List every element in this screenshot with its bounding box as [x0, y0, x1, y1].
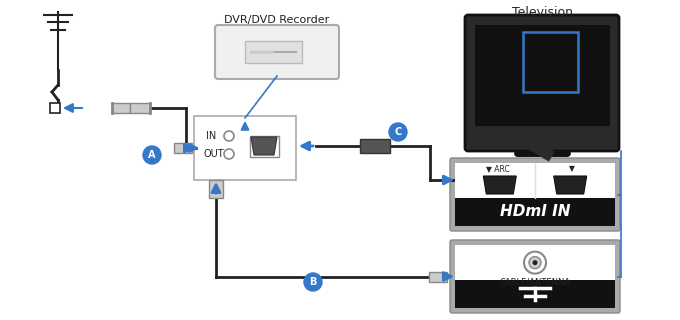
Text: CABLE/ANTENNA: CABLE/ANTENNA — [499, 278, 571, 287]
Text: A: A — [148, 150, 156, 160]
FancyBboxPatch shape — [475, 25, 609, 125]
FancyBboxPatch shape — [455, 198, 615, 226]
Circle shape — [304, 273, 322, 291]
FancyBboxPatch shape — [450, 240, 620, 313]
FancyBboxPatch shape — [429, 271, 447, 282]
FancyBboxPatch shape — [130, 103, 150, 113]
FancyBboxPatch shape — [194, 116, 296, 180]
Circle shape — [224, 149, 234, 159]
FancyBboxPatch shape — [209, 180, 223, 198]
FancyBboxPatch shape — [455, 280, 615, 308]
FancyBboxPatch shape — [174, 143, 192, 153]
Text: C: C — [394, 127, 402, 137]
Text: B: B — [309, 277, 317, 287]
FancyBboxPatch shape — [215, 25, 339, 79]
FancyBboxPatch shape — [50, 103, 60, 113]
Polygon shape — [483, 176, 516, 194]
Text: IN: IN — [206, 131, 216, 141]
FancyBboxPatch shape — [360, 139, 390, 153]
FancyBboxPatch shape — [245, 41, 302, 63]
Circle shape — [532, 260, 537, 265]
Text: Television: Television — [511, 5, 573, 19]
Circle shape — [529, 257, 541, 268]
Text: HDmI IN: HDmI IN — [500, 204, 571, 219]
FancyBboxPatch shape — [112, 103, 130, 113]
FancyBboxPatch shape — [465, 15, 619, 151]
Polygon shape — [251, 137, 277, 155]
Text: ▼: ▼ — [569, 164, 575, 173]
Circle shape — [224, 131, 234, 141]
Text: OUT: OUT — [203, 149, 224, 159]
Circle shape — [389, 123, 407, 141]
Text: ▼ ARC: ▼ ARC — [486, 164, 510, 173]
FancyBboxPatch shape — [455, 245, 615, 280]
Circle shape — [143, 146, 161, 164]
FancyBboxPatch shape — [450, 158, 620, 231]
Circle shape — [524, 252, 546, 274]
Polygon shape — [554, 176, 587, 194]
FancyBboxPatch shape — [455, 163, 615, 198]
Text: DVR/DVD Recorder: DVR/DVD Recorder — [224, 15, 330, 25]
